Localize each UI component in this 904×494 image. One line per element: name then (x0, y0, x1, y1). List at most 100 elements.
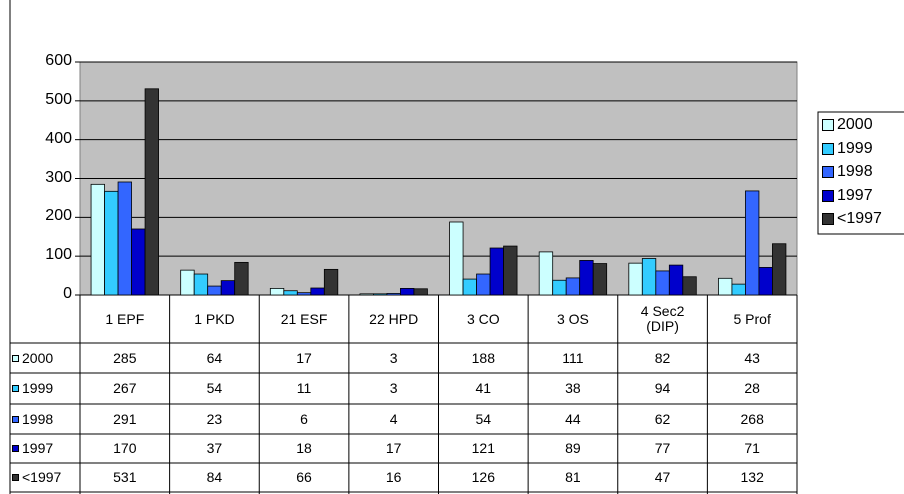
table-value: 43 (744, 349, 760, 366)
table-value: 84 (206, 469, 223, 485)
row-label: 1997 (12, 434, 53, 463)
bar (117, 181, 132, 296)
row-name: 1998 (22, 410, 54, 427)
bar (628, 262, 643, 296)
bar (718, 277, 733, 296)
table-value: 126 (471, 469, 495, 485)
y-tick-label: 400 (45, 129, 72, 147)
table-value: 18 (296, 440, 312, 456)
bar (552, 279, 567, 296)
legend-label: 1999 (837, 139, 873, 157)
bar (234, 261, 249, 296)
category-label: 22 HPD (369, 310, 419, 327)
y-tick-label: 100 (45, 246, 72, 264)
row-label: <1997 (12, 463, 61, 492)
bar (323, 268, 339, 296)
bar (269, 287, 285, 296)
bar (180, 269, 195, 296)
y-tick-label: 0 (63, 285, 72, 302)
table-value: 170 (113, 440, 137, 456)
row-swatch (12, 445, 19, 452)
table-value: 4 (389, 410, 398, 427)
row-swatch (12, 385, 19, 392)
table-value: 11 (296, 380, 312, 396)
legend-entry: 2000 (822, 114, 873, 136)
legend-entry: 1998 (822, 161, 873, 183)
y-tick-label: 300 (45, 168, 72, 186)
bar (131, 228, 146, 296)
bar (655, 270, 670, 296)
row-swatch (12, 354, 19, 362)
table-value: 28 (744, 380, 760, 396)
legend-swatch (822, 189, 834, 202)
bar (449, 221, 464, 296)
bar (772, 243, 787, 296)
bar (682, 276, 697, 296)
table-value: 47 (654, 469, 671, 485)
category-label: 4 Sec2 (DIP) (640, 303, 685, 334)
table-value: 62 (654, 410, 671, 427)
table-value: 16 (385, 469, 402, 485)
table-value: 3 (389, 349, 398, 366)
category-label: 3 CO (466, 310, 500, 327)
table-value: 38 (565, 380, 581, 396)
row-label: 1999 (12, 373, 53, 404)
row-swatch (12, 474, 19, 481)
bar (462, 278, 477, 296)
legend-entry: 1997 (822, 185, 873, 207)
bar (476, 273, 491, 296)
category-label: 1 PKD (194, 310, 235, 327)
bar (207, 285, 222, 296)
table-value: 285 (113, 349, 137, 366)
bar (592, 263, 608, 296)
bar (310, 287, 325, 296)
bar (579, 260, 594, 296)
table-value: 531 (113, 469, 137, 485)
legend-entry: <1997 (822, 208, 882, 230)
table-value: 71 (744, 440, 760, 456)
legend-swatch (822, 213, 834, 225)
row-label: 1998 (12, 404, 53, 434)
bar (668, 264, 684, 296)
row-name: 1997 (22, 440, 54, 456)
table-value: 291 (113, 410, 137, 427)
legend-label: 2000 (837, 116, 873, 133)
bar (489, 247, 504, 296)
bar (144, 88, 159, 296)
table-value: 132 (740, 469, 764, 485)
bar (758, 267, 773, 296)
legend-swatch (822, 119, 834, 131)
category-label: 5 Prof (733, 310, 771, 327)
table-value: 267 (113, 380, 137, 396)
category-label: 21 ESF (280, 310, 328, 327)
category-label: 3 OS (556, 310, 589, 327)
bar (400, 287, 415, 296)
legend-label: 1998 (837, 163, 873, 180)
bar (220, 280, 236, 296)
table-value: 64 (206, 349, 223, 366)
y-tick-label: 600 (45, 52, 72, 69)
legend-entry: 1999 (822, 138, 873, 160)
legend-label: <1997 (837, 210, 882, 227)
legend-swatch (822, 142, 834, 155)
category-label: 1 EPF (105, 310, 145, 327)
bar (193, 273, 209, 296)
table-value: 94 (654, 380, 671, 396)
bar (503, 245, 518, 296)
table-value: 37 (206, 440, 223, 456)
table-value: 188 (471, 349, 495, 366)
table-value: 66 (296, 469, 312, 485)
bar (641, 258, 657, 296)
bar (413, 288, 428, 296)
bar (565, 277, 581, 296)
table-value: 77 (654, 440, 671, 456)
y-tick-label: 200 (45, 207, 72, 225)
table-value: 54 (475, 410, 492, 427)
table-value: 17 (385, 440, 402, 456)
row-name: 2000 (22, 349, 54, 366)
table-value: 121 (471, 440, 495, 456)
table-value: 44 (565, 410, 581, 427)
bar (104, 190, 119, 296)
